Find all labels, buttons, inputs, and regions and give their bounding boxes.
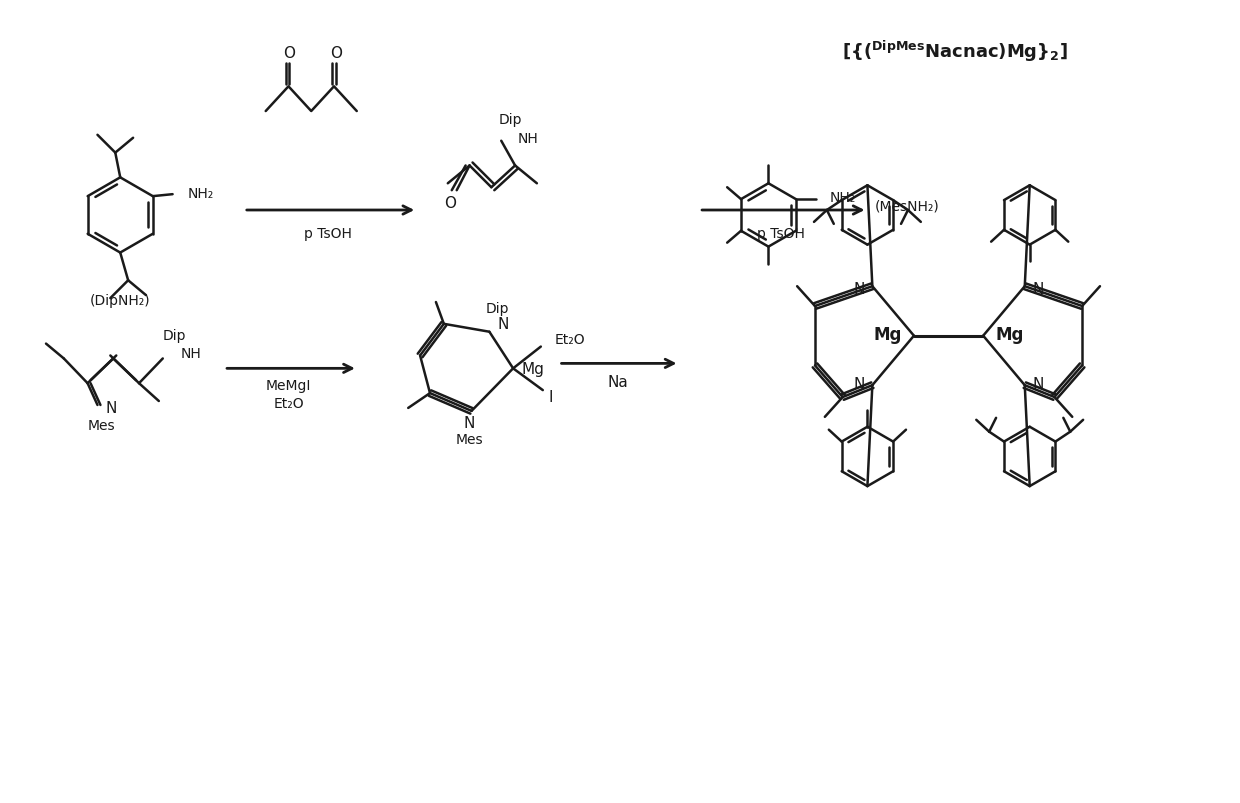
Text: MeMgI: MeMgI [265,379,311,393]
Text: I: I [548,389,553,404]
Text: N: N [853,377,864,391]
Text: NH: NH [518,132,539,145]
Text: N: N [497,317,508,332]
Text: Mg: Mg [521,361,544,377]
Text: $\mathbf{[\{(^{DipMes}Nacnac)Mg\}_{2}]}$: $\mathbf{[\{(^{DipMes}Nacnac)Mg\}_{2}]}$ [842,39,1068,64]
Text: N: N [105,401,117,416]
Text: (MesNH₂): (MesNH₂) [874,199,940,213]
Text: NH: NH [181,347,201,361]
Text: N: N [1033,377,1044,391]
Text: O: O [284,46,295,61]
Text: O: O [444,195,456,210]
Text: N: N [1033,281,1044,296]
Text: Dip: Dip [498,112,522,127]
Text: Dip: Dip [162,328,186,342]
Text: p TsOH: p TsOH [304,226,352,240]
Text: Mg: Mg [994,325,1023,343]
Text: Dip: Dip [486,302,510,316]
Text: Mes: Mes [88,418,115,432]
Text: (DipNH₂): (DipNH₂) [91,294,150,308]
Text: N: N [464,416,475,430]
Text: Et₂O: Et₂O [554,332,585,346]
Text: Na: Na [608,374,629,389]
Text: N: N [853,281,864,296]
Text: p TsOH: p TsOH [758,226,805,240]
Text: Et₂O: Et₂O [273,397,304,410]
Text: NH₂: NH₂ [187,187,213,201]
Text: Mg: Mg [874,325,901,343]
Text: O: O [330,46,342,61]
Text: NH₂: NH₂ [830,191,856,205]
Text: Mes: Mes [456,432,484,446]
